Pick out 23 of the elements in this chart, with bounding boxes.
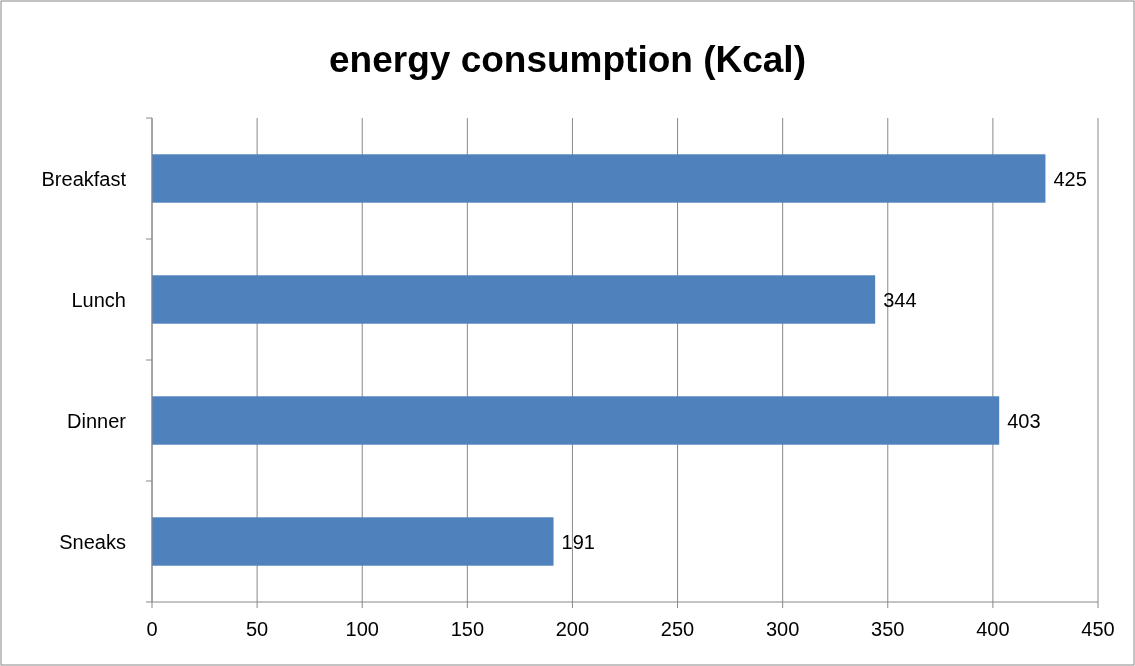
bar — [152, 517, 554, 566]
data-label: 344 — [883, 288, 917, 311]
x-tick-label: 250 — [660, 618, 695, 640]
x-tick-label: 400 — [976, 618, 1010, 640]
x-tick-label: 300 — [765, 618, 800, 640]
y-tick-label: Dinner — [67, 409, 127, 432]
x-tick-label: 450 — [1081, 618, 1115, 640]
bar — [152, 275, 876, 324]
bar — [152, 154, 1046, 203]
x-tick-label: 0 — [146, 618, 158, 640]
y-tick-label: Sneaks — [59, 530, 126, 553]
y-tick-label: Breakfast — [41, 167, 127, 190]
x-tick-label: 350 — [871, 618, 905, 640]
x-tick-label: 100 — [345, 618, 379, 640]
x-tick-label: 150 — [450, 618, 485, 640]
data-label: 191 — [561, 530, 595, 553]
y-tick-label: Lunch — [71, 288, 126, 311]
x-tick-label: 50 — [245, 618, 269, 640]
bar — [152, 396, 1000, 445]
x-tick-label: 200 — [555, 618, 590, 640]
data-label: 403 — [1007, 409, 1041, 432]
data-label: 425 — [1053, 167, 1087, 190]
chart-title: energy consumption (Kcal) — [329, 39, 806, 80]
